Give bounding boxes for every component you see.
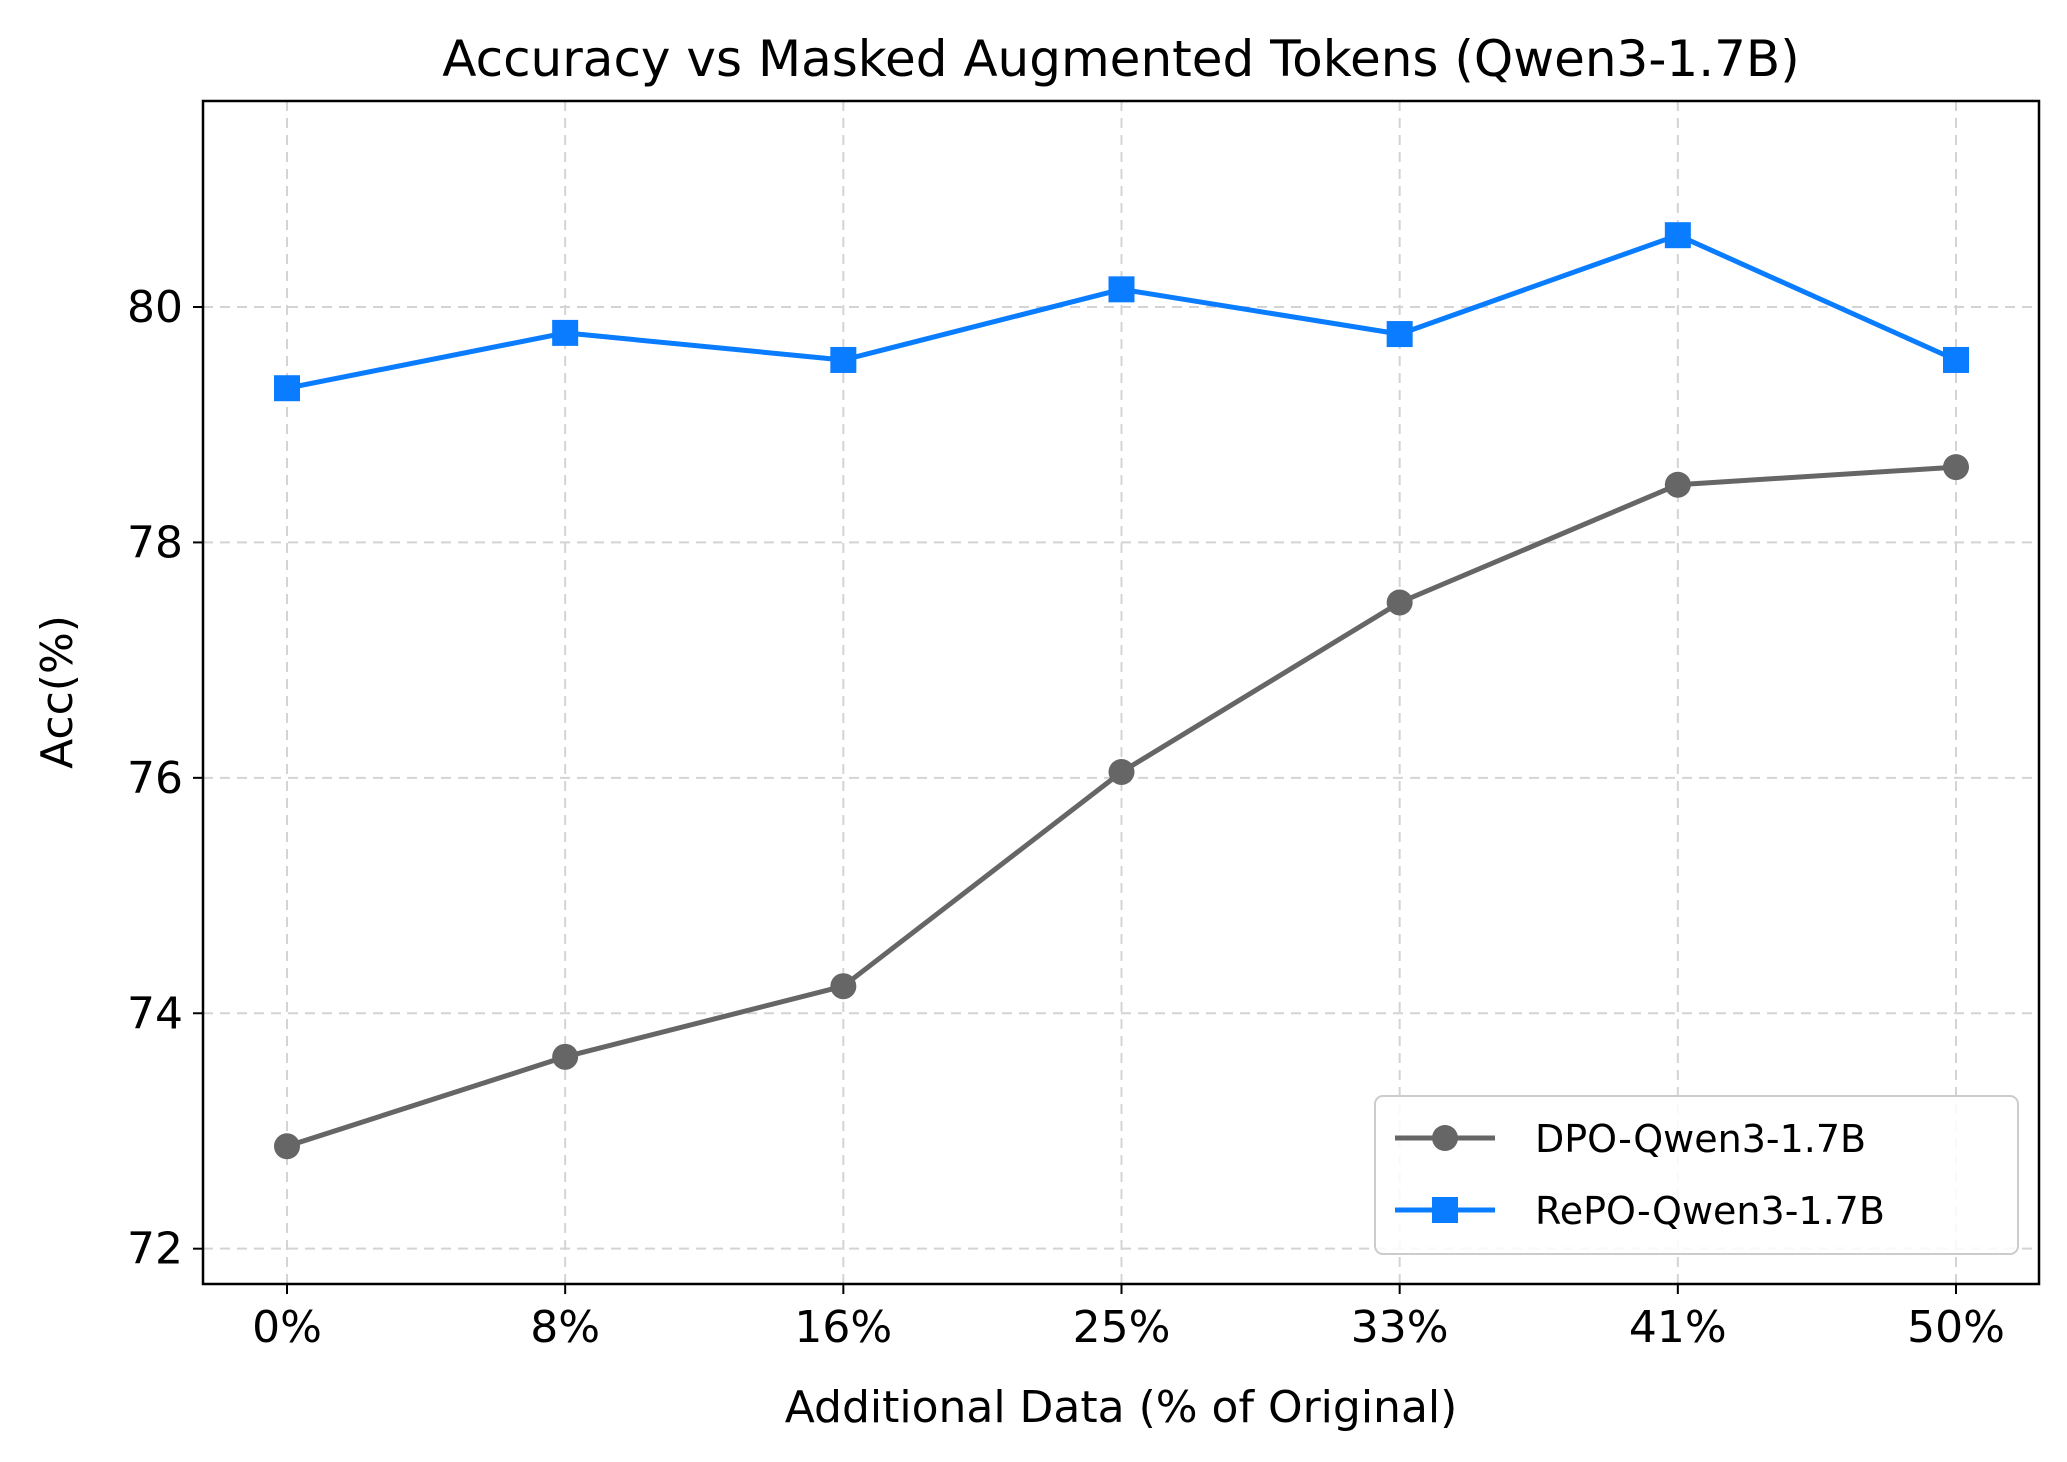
chart-title: Accuracy vs Masked Augmented Tokens (Qwe… bbox=[442, 30, 1799, 88]
legend: DPO-Qwen3-1.7B RePO-Qwen3-1.7B bbox=[1374, 1095, 2019, 1255]
x-tick-label: 41% bbox=[1629, 1302, 1727, 1353]
legend-marker-repo bbox=[1432, 1197, 1458, 1223]
data-point bbox=[274, 1133, 300, 1160]
x-tick-label: 25% bbox=[1073, 1302, 1171, 1353]
legend-marker-dpo bbox=[1432, 1125, 1458, 1151]
data-point bbox=[552, 319, 579, 346]
series-repo bbox=[274, 222, 1969, 402]
data-point bbox=[552, 1043, 579, 1070]
series-layer bbox=[274, 222, 1969, 1160]
data-point bbox=[1108, 276, 1135, 303]
data-point bbox=[1943, 454, 1969, 481]
x-tick-label: 8% bbox=[530, 1302, 600, 1353]
y-tick-label: 78 bbox=[127, 517, 183, 568]
y-axis: 72 74 76 78 80 bbox=[127, 282, 203, 1275]
data-point bbox=[1943, 346, 1969, 373]
x-axis: 0% 8% 16% 25% 33% 41% 50% bbox=[252, 1284, 2005, 1353]
x-tick-label: 33% bbox=[1351, 1302, 1449, 1353]
data-point bbox=[830, 973, 857, 1000]
data-point bbox=[1108, 758, 1135, 785]
x-tick-label: 16% bbox=[794, 1302, 892, 1353]
data-point bbox=[1664, 222, 1691, 249]
x-axis-label: Additional Data (% of Original) bbox=[785, 1382, 1458, 1433]
y-tick-label: 74 bbox=[127, 988, 183, 1039]
legend-label-repo: RePO-Qwen3-1.7B bbox=[1535, 1189, 1885, 1233]
y-axis-label: Acc(%) bbox=[32, 615, 83, 769]
y-tick-label: 76 bbox=[127, 753, 183, 804]
y-tick-label: 80 bbox=[127, 282, 183, 333]
y-tick-label: 72 bbox=[127, 1224, 183, 1275]
data-point bbox=[830, 346, 857, 373]
legend-label-dpo: DPO-Qwen3-1.7B bbox=[1535, 1117, 1866, 1161]
data-point bbox=[1386, 321, 1413, 348]
x-tick-label: 0% bbox=[252, 1302, 322, 1353]
series-dpo bbox=[274, 454, 1969, 1160]
legend-frame bbox=[1374, 1095, 2019, 1255]
data-point bbox=[1386, 589, 1413, 616]
data-point bbox=[1664, 471, 1691, 498]
x-tick-label: 50% bbox=[1907, 1302, 2005, 1353]
data-point bbox=[274, 375, 300, 402]
